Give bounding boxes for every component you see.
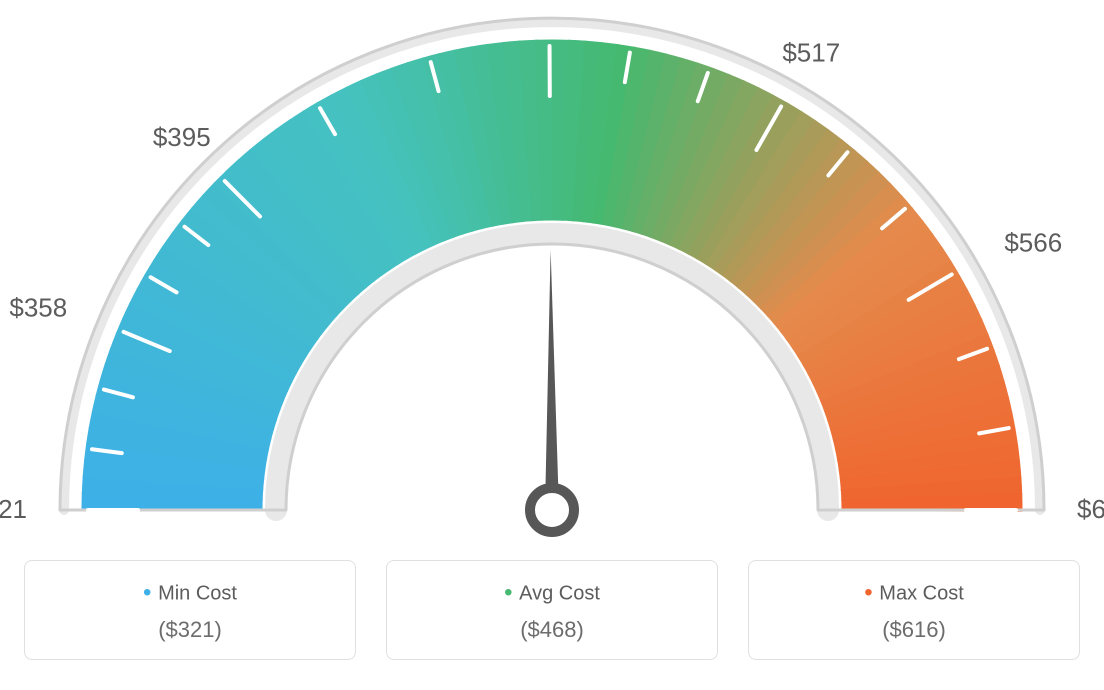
legend-card-avg: Avg Cost ($468) xyxy=(386,560,718,660)
svg-text:$395: $395 xyxy=(153,122,211,152)
legend-value-avg: ($468) xyxy=(387,617,717,643)
svg-text:$321: $321 xyxy=(0,494,27,524)
legend-title-min: Min Cost xyxy=(25,579,355,607)
legend-value-max: ($616) xyxy=(749,617,1079,643)
svg-text:$616: $616 xyxy=(1077,494,1104,524)
legend-value-min: ($321) xyxy=(25,617,355,643)
svg-text:$566: $566 xyxy=(1004,227,1062,257)
legend-title-avg: Avg Cost xyxy=(387,579,717,607)
legend-row: Min Cost ($321) Avg Cost ($468) Max Cost… xyxy=(0,560,1104,660)
legend-title-max: Max Cost xyxy=(749,579,1079,607)
legend-card-max: Max Cost ($616) xyxy=(748,560,1080,660)
cost-gauge: $321$358$395$468$517$566$616 xyxy=(0,0,1104,560)
svg-text:$358: $358 xyxy=(9,292,67,322)
legend-card-min: Min Cost ($321) xyxy=(24,560,356,660)
gauge-container: $321$358$395$468$517$566$616 xyxy=(0,0,1104,560)
svg-text:$517: $517 xyxy=(782,37,840,67)
